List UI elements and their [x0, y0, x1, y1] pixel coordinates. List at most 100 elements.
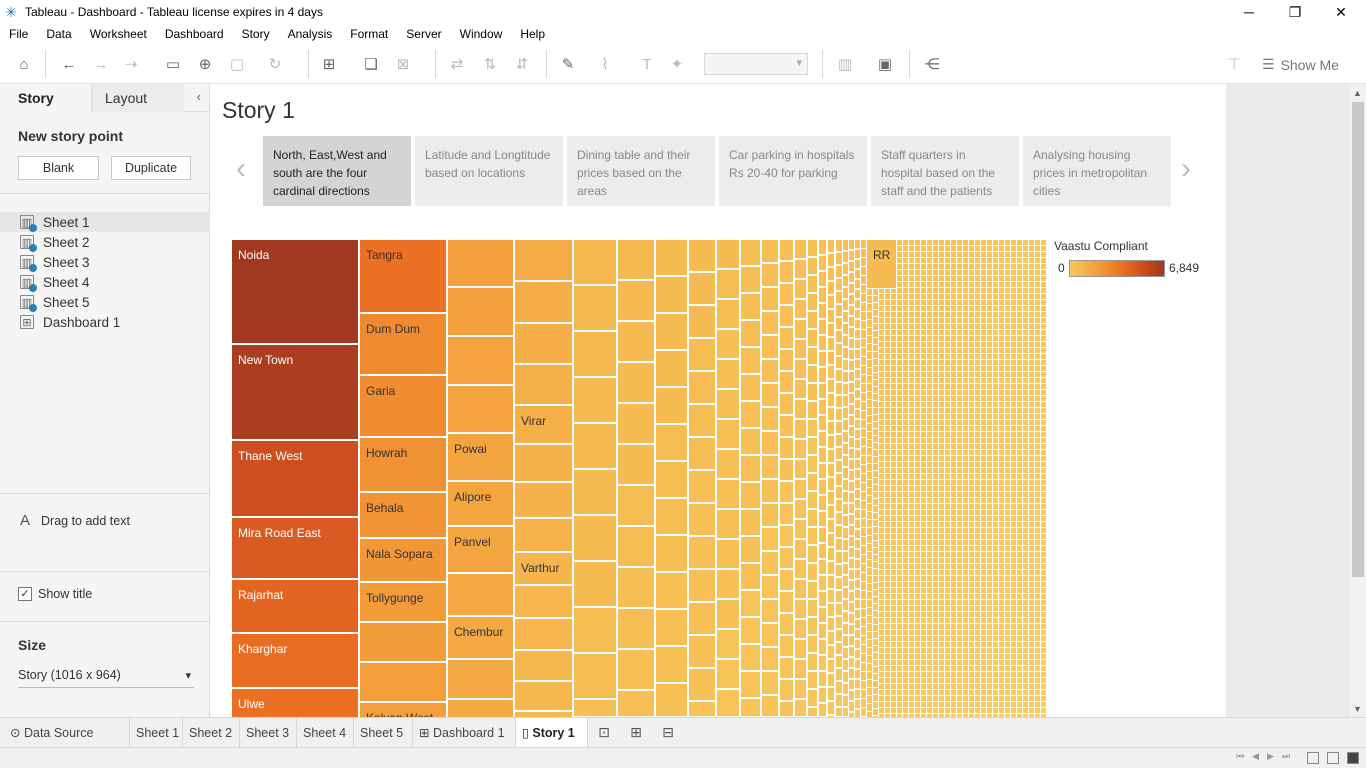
treemap-cell[interactable]: [617, 444, 655, 485]
treemap-cell[interactable]: [761, 671, 779, 695]
treemap-cell[interactable]: [818, 383, 827, 399]
treemap-cell[interactable]: [794, 519, 807, 539]
treemap-cell[interactable]: [740, 644, 761, 671]
treemap-cell[interactable]: [447, 385, 514, 433]
treemap-cell[interactable]: [761, 527, 779, 551]
show-tabs-icon[interactable]: [1347, 752, 1359, 764]
treemap-cell[interactable]: [807, 491, 818, 509]
treemap-cell[interactable]: [818, 303, 827, 319]
menu-file[interactable]: File: [9, 27, 29, 41]
treemap-cell[interactable]: [807, 563, 818, 581]
treemap-cell[interactable]: [573, 607, 617, 653]
treemap-cell[interactable]: [794, 639, 807, 659]
treemap-cell-tollygunge[interactable]: Tollygunge: [359, 582, 447, 622]
treemap-cell[interactable]: [716, 629, 740, 659]
treemap-cell[interactable]: [359, 622, 447, 662]
treemap-cell[interactable]: [740, 401, 761, 428]
treemap-cell-rr[interactable]: RR: [866, 239, 897, 289]
show-title-checkbox[interactable]: ✓ Show title: [18, 587, 92, 601]
treemap-cell[interactable]: [447, 573, 514, 616]
scroll-up-icon[interactable]: ▲: [1353, 88, 1362, 98]
treemap-cell[interactable]: [794, 379, 807, 399]
treemap-cell[interactable]: [807, 509, 818, 527]
scroll-down-icon[interactable]: ▼: [1353, 704, 1362, 714]
treemap-cell[interactable]: [761, 407, 779, 431]
treemap-cell[interactable]: [807, 275, 818, 293]
treemap-cell-nala-sopara[interactable]: Nala Sopara: [359, 538, 447, 582]
treemap-cell[interactable]: [807, 257, 818, 275]
treemap-cell[interactable]: [818, 639, 827, 655]
treemap-cell[interactable]: [716, 659, 740, 689]
treemap-cell[interactable]: [807, 635, 818, 653]
treemap-cell[interactable]: [794, 599, 807, 619]
treemap-cell[interactable]: [818, 623, 827, 639]
blank-button[interactable]: Blank: [18, 156, 99, 180]
treemap-cell[interactable]: [740, 590, 761, 617]
treemap-cell[interactable]: [688, 602, 716, 635]
treemap-cell[interactable]: [447, 336, 514, 385]
treemap-cell[interactable]: [779, 393, 794, 415]
treemap-cell[interactable]: [827, 491, 835, 505]
treemap-cell[interactable]: [827, 701, 835, 715]
treemap-cell-mira-road-east[interactable]: Mira Road East: [231, 517, 359, 579]
treemap-cell-kharghar[interactable]: Kharghar: [231, 633, 359, 688]
treemap-cell[interactable]: [779, 481, 794, 503]
treemap-cell[interactable]: [794, 679, 807, 699]
new-dashboard-tab-icon[interactable]: ⊞: [630, 724, 642, 740]
tab-sheet-4[interactable]: Sheet 4: [297, 718, 354, 748]
treemap-cell[interactable]: [818, 543, 827, 559]
previous-story-point-icon[interactable]: ‹: [236, 152, 246, 185]
treemap-cell[interactable]: [818, 479, 827, 495]
menu-server[interactable]: Server: [406, 27, 442, 41]
treemap-cell[interactable]: [655, 350, 688, 387]
menu-data[interactable]: Data: [46, 27, 72, 41]
treemap-cell[interactable]: [716, 419, 740, 449]
treemap-cell[interactable]: [573, 331, 617, 377]
new-data-source-icon[interactable]: ⊕: [198, 56, 212, 73]
treemap-cell[interactable]: [761, 695, 779, 717]
treemap-cell[interactable]: [573, 469, 617, 515]
treemap-cell[interactable]: [617, 280, 655, 321]
treemap-cell-noida[interactable]: Noida: [231, 239, 359, 344]
treemap-cell-behala[interactable]: Behala: [359, 492, 447, 538]
treemap-cell[interactable]: [827, 407, 835, 421]
treemap-cell[interactable]: [827, 253, 835, 267]
treemap-cell[interactable]: [740, 320, 761, 347]
treemap-cell[interactable]: [514, 482, 573, 518]
treemap-cell[interactable]: [655, 424, 688, 461]
treemap-cell[interactable]: [688, 239, 716, 272]
treemap-cell[interactable]: [827, 687, 835, 701]
treemap-cell[interactable]: [514, 444, 573, 482]
tab-story[interactable]: Story: [0, 84, 92, 112]
treemap-cell[interactable]: [807, 383, 818, 401]
treemap-cell[interactable]: [761, 359, 779, 383]
treemap-cell[interactable]: [807, 617, 818, 635]
treemap-cell[interactable]: [818, 559, 827, 575]
treemap-cell[interactable]: [794, 299, 807, 319]
treemap-cell[interactable]: [818, 335, 827, 351]
treemap-cell[interactable]: [447, 287, 514, 336]
menu-dashboard[interactable]: Dashboard: [164, 27, 224, 41]
treemap-cell[interactable]: [818, 415, 827, 431]
treemap-cell[interactable]: [779, 547, 794, 569]
collapse-pane-icon[interactable]: ‹: [196, 89, 201, 104]
treemap-cell[interactable]: [794, 539, 807, 559]
treemap-cell[interactable]: [655, 535, 688, 572]
treemap-cell[interactable]: [740, 239, 761, 266]
show-cards-icon[interactable]: ▥: [837, 56, 853, 73]
previous-sheet-icon[interactable]: ◀: [1252, 751, 1259, 761]
treemap-cell[interactable]: [779, 283, 794, 305]
treemap-cell[interactable]: [688, 371, 716, 404]
treemap-cell[interactable]: [818, 255, 827, 271]
treemap-cell[interactable]: [761, 455, 779, 479]
treemap-cell[interactable]: [573, 377, 617, 423]
treemap-cell[interactable]: [688, 536, 716, 569]
treemap-cell[interactable]: [716, 299, 740, 329]
treemap-cell[interactable]: [818, 703, 827, 717]
duplicate-sheet-icon[interactable]: ❏: [364, 56, 378, 73]
treemap-cell[interactable]: [716, 329, 740, 359]
treemap-cell[interactable]: [716, 449, 740, 479]
treemap-cell[interactable]: [807, 293, 818, 311]
menu-worksheet[interactable]: Worksheet: [89, 27, 147, 41]
share-icon[interactable]: ⋲: [924, 56, 940, 73]
